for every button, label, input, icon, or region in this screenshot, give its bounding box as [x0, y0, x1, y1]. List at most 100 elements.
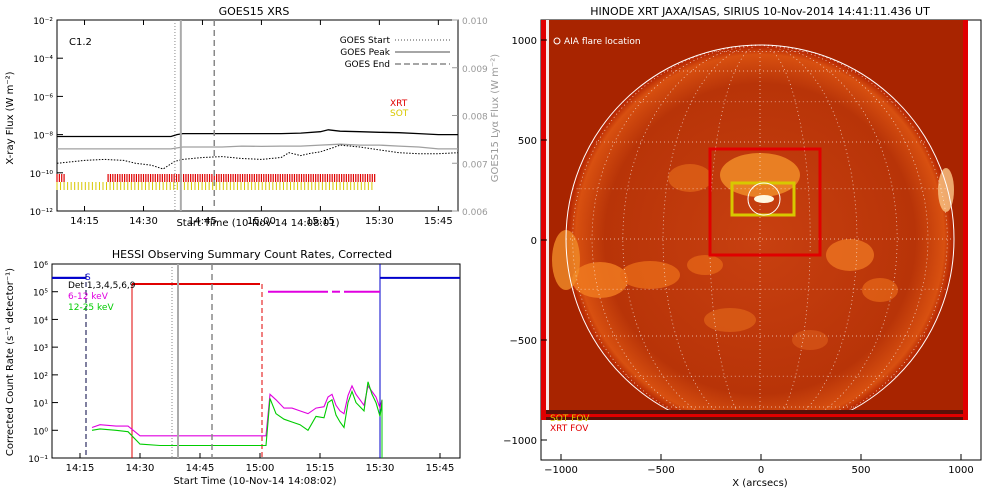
xrt-y-tick-label: 1000 [512, 36, 537, 47]
hessi-s-label: S [85, 273, 91, 283]
xrt-x-tick-label: 0 [758, 465, 764, 476]
goes-markers [174, 20, 216, 211]
active-region [687, 255, 723, 275]
xrt-fov-bottom-edge [541, 414, 968, 417]
active-region [572, 262, 628, 298]
hessi-x-tick-label: 15:15 [306, 463, 335, 474]
goes-x-tick-label: 14:45 [188, 216, 217, 227]
hessi-y-axis: 10⁻¹ 10⁰ 10¹ 10² 10³ 10⁴ 10⁵ 10⁶ [28, 261, 58, 465]
longitude-line [759, 44, 811, 420]
hessi-title: HESSI Observing Summary Count Rates, Cor… [112, 248, 392, 261]
goes-series-line [56, 144, 459, 170]
xrt-y-tick-label: 500 [518, 136, 537, 147]
hessi-x-tick-label: 15:45 [426, 463, 455, 474]
goes-flare-bars [56, 174, 376, 190]
longitude-line [622, 44, 761, 420]
hessi-x-tick-label: 14:45 [186, 463, 215, 474]
goes-y-tick-label: 10⁻⁸ [33, 132, 53, 142]
xrt-y-tick-label: 0 [531, 236, 537, 247]
xrt-fov-right-edge [963, 20, 968, 420]
goes-legend: GOES Start GOES Peak GOES End [340, 36, 450, 70]
fov-label: SOT FOV [550, 414, 590, 424]
goes-y-tick-label: 10⁻¹⁰ [30, 170, 54, 180]
hessi-y-tick-label: 10⁰ [33, 427, 48, 437]
goes-legend-label: GOES Peak [340, 48, 390, 58]
goes-y2-tick-label: 0.009 [462, 65, 488, 75]
hessi-y-tick-label: 10² [33, 372, 48, 382]
goes-series-line [57, 143, 458, 150]
hessi-series-line [91, 381, 383, 447]
aia-flare-marker [747, 182, 781, 216]
goes-series [56, 129, 459, 170]
hessi-ylabel: Corrected Count Rate (s⁻¹ detector⁻¹) [5, 268, 16, 456]
goes-y-tick-label: 10⁻⁴ [33, 55, 53, 65]
goes-y2-axis: 0.006 0.007 0.008 0.009 0.010 [452, 17, 488, 218]
fov-boxes [708, 147, 822, 257]
goes-x-tick-label: 14:15 [70, 216, 99, 227]
active-region [938, 168, 954, 212]
longitude-line [591, 44, 761, 420]
goes-y-tick-label: 10⁻¹² [30, 208, 54, 218]
hessi-series-line [91, 384, 383, 437]
xrt-xlabel: X (arcsecs) [732, 478, 788, 489]
hessi-x-tick-label: 15:00 [246, 463, 275, 474]
hessi-panel: HESSI Observing Summary Count Rates, Cor… [5, 248, 461, 487]
hessi-markers [171, 264, 213, 458]
fov-label: XRT FOV [550, 424, 589, 434]
goes-x-tick-label: 15:30 [365, 216, 394, 227]
active-region [704, 308, 756, 332]
longitude-line [759, 44, 929, 420]
goes-y2-tick-label: 0.010 [462, 17, 488, 27]
hessi-xlabel: Start Time (10-Nov-14 14:08:02) [173, 476, 336, 487]
xrt-x-tick-label: 500 [851, 465, 870, 476]
goes-bar-label: SOT [390, 109, 409, 119]
solar-disk [566, 45, 954, 420]
heliographic-grid [566, 44, 954, 420]
xrt-x-tick-label: 1000 [948, 465, 973, 476]
active-region [862, 278, 898, 302]
hessi-x-tick-label: 15:30 [366, 463, 395, 474]
xrt-x-axis: −1000 −500 0 500 1000 [544, 454, 974, 476]
goes-ylabel: X-ray Flux (W m⁻²) [5, 71, 16, 164]
goes-y2-tick-label: 0.007 [462, 160, 488, 170]
goes-y-tick-label: 10⁻² [33, 17, 53, 27]
hessi-series [91, 283, 383, 458]
active-region [792, 330, 828, 350]
goes-y2label: GOES15 Lyα Flux (W m⁻²) [490, 54, 501, 182]
xrt-x-tick-label: −1000 [544, 465, 578, 476]
solar-limb [565, 44, 955, 420]
active-region [720, 153, 800, 197]
active-regions [552, 153, 954, 350]
longitude-line [759, 44, 898, 420]
hessi-legend-label: 6-12 keV [68, 292, 109, 302]
goes-series-line [57, 129, 458, 138]
goes-legend-label: GOES End [345, 60, 390, 70]
goes-panel: GOES15 XRS 14:15 14:30 14:45 15:00 15:15 15:3… [5, 5, 501, 229]
aia-legend: AIA flare location [564, 37, 641, 47]
goes-legend-label: GOES Start [340, 36, 391, 46]
goes-x-tick-label: 14:30 [129, 216, 158, 227]
goes-x-tick-label: 15:15 [306, 216, 335, 227]
hessi-y-tick-label: 10¹ [33, 400, 48, 410]
xrt-y-axis: −1000 −500 0 500 1000 [503, 36, 547, 447]
hessi-x-axis: 14:15 14:30 14:45 15:00 15:15 15:30 15:45 [66, 453, 455, 474]
hessi-y-tick-label: 10⁻¹ [28, 455, 48, 465]
xrt-fov-box [708, 147, 822, 257]
hessi-y-tick-label: 10⁶ [33, 261, 48, 271]
xrt-y-tick-label: −500 [510, 336, 537, 347]
goes-x-axis: 14:15 14:30 14:45 15:00 15:15 15:30 15:45 [70, 20, 453, 227]
xrt-title: HINODE XRT JAXA/ISAS, SIRIUS 10-Nov-2014… [590, 5, 930, 18]
active-region [668, 164, 712, 192]
hessi-legend-label: Det 1,3,4,5,6,9 [68, 281, 136, 291]
hessi-y-tick-label: 10⁵ [33, 289, 48, 299]
active-region [620, 261, 680, 289]
xrt-fov-left-edge [541, 20, 546, 420]
active-region [552, 230, 580, 290]
hessi-y-tick-label: 10³ [33, 344, 48, 354]
aia-marker-legend-icon [553, 37, 561, 45]
goes-class-label: C1.2 [69, 37, 92, 48]
goes-y2-tick-label: 0.006 [462, 208, 488, 218]
hessi-plot-frame [51, 263, 461, 459]
